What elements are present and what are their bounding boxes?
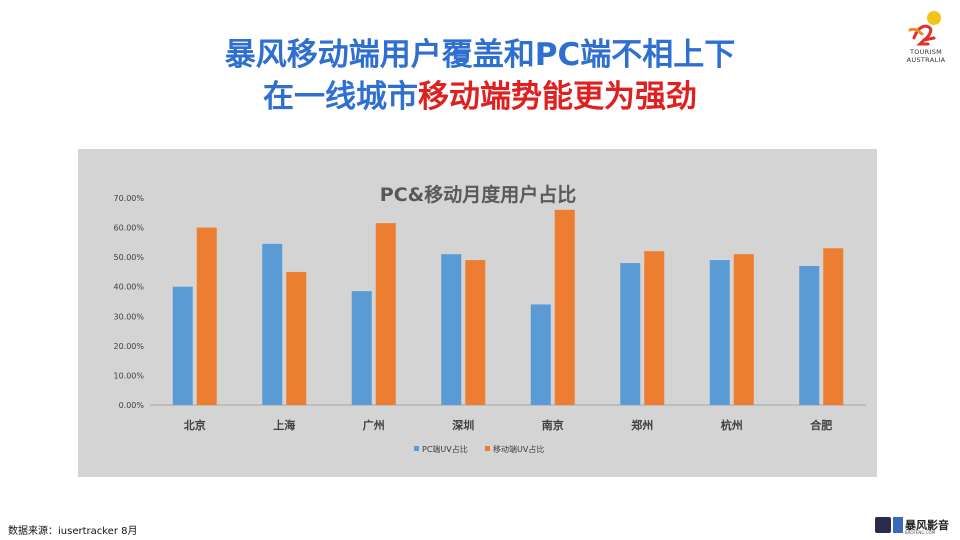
x-tick-label: 深圳 — [452, 418, 474, 432]
x-tick-label: 杭州 — [721, 418, 743, 432]
bar-pc-0 — [172, 286, 193, 405]
brand-url: BAOFENG.COM — [905, 530, 936, 535]
x-tick-label: 北京 — [184, 418, 206, 432]
bar-mobile-2 — [375, 223, 396, 405]
y-tick-label: 50.00% — [113, 253, 144, 262]
y-tick-label: 70.00% — [113, 194, 144, 203]
brand-mark-icon — [875, 517, 891, 533]
bar-mobile-1 — [286, 271, 307, 405]
x-tick-label: 南京 — [542, 418, 564, 432]
bar-mobile-4 — [554, 209, 575, 405]
bar-pc-6 — [709, 260, 730, 405]
x-tick-label: 上海 — [273, 418, 295, 432]
bar-pc-1 — [262, 243, 283, 405]
headline-line-2-red: 移动端势能更为强劲 — [418, 79, 697, 115]
bar-pc-7 — [799, 266, 820, 405]
legend-label-0: PC端UV占比 — [422, 444, 468, 454]
kangaroo-icon — [908, 11, 941, 46]
chart-panel: PC&移动月度用户占比 0.00% 10.00% 20.00% 30.00% 40.00%… — [78, 149, 877, 477]
bar-chart: PC&移动月度用户占比 0.00% 10.00% 20.00% 30.00% 40.00%… — [113, 183, 866, 454]
baofeng-brand-logo: 暴风影音 BAOFENG.COM — [875, 515, 957, 535]
y-tick-label: 40.00% — [113, 283, 144, 292]
source-note: 数据来源：iusertracker 8月 — [8, 526, 138, 537]
logo-text-line-1: TOURISM — [909, 48, 943, 56]
y-tick-label: 60.00% — [113, 224, 144, 233]
bar-mobile-0 — [196, 227, 217, 405]
bar-mobile-5 — [644, 251, 665, 405]
brand-name: 暴风影音 — [905, 519, 949, 532]
chart-title: PC&移动月度用户占比 — [380, 183, 576, 206]
x-tick-label: 郑州 — [631, 418, 653, 432]
y-tick-label: 30.00% — [113, 312, 144, 321]
bar-pc-4 — [530, 304, 551, 405]
bar-pc-5 — [620, 263, 641, 405]
y-tick-label: 10.00% — [113, 371, 144, 380]
y-tick-label: 20.00% — [113, 342, 144, 351]
headline-line-1: 暴风移动端用户覆盖和PC端不相上下 — [224, 37, 736, 73]
headline: 暴风移动端用户覆盖和PC端不相上下 在一线城市移动端势能更为强劲 — [0, 34, 960, 118]
headline-line-2: 在一线城市移动端势能更为强劲 — [0, 76, 960, 118]
x-tick-label: 广州 — [363, 418, 385, 432]
bar-pc-3 — [441, 254, 462, 405]
brand-film-icon — [893, 517, 903, 533]
legend-swatch-1 — [485, 446, 490, 451]
bar-mobile-3 — [465, 260, 486, 405]
bar-mobile-7 — [823, 248, 844, 405]
headline-line-2-blue: 在一线城市 — [263, 79, 418, 115]
legend-swatch-0 — [414, 446, 419, 451]
tourism-australia-logo: TOURISM AUSTRALIA — [900, 8, 952, 70]
bar-pc-2 — [351, 291, 372, 405]
logo-text-line-2: AUSTRALIA — [906, 56, 946, 64]
y-tick-label: 0.00% — [119, 401, 145, 410]
legend-label-1: 移动端UV占比 — [493, 444, 544, 454]
bar-mobile-6 — [733, 254, 754, 405]
x-tick-label: 合肥 — [810, 418, 832, 432]
